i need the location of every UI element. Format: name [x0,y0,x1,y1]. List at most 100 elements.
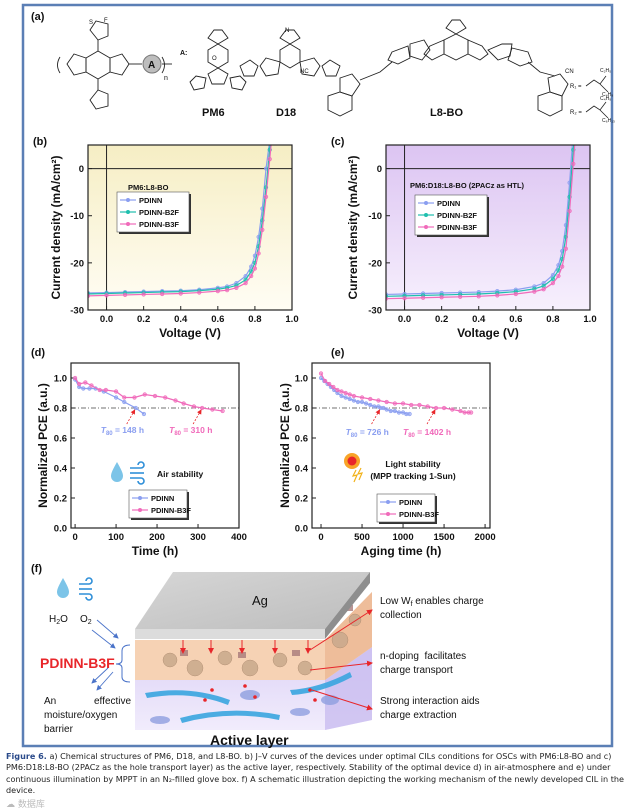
cn-group: CN [565,69,574,75]
legend-marker [138,496,142,500]
y-tick-label: 0 [79,164,84,175]
data-point [141,411,147,417]
layer-brace [115,644,131,683]
data-point [469,410,474,415]
legend-label: PDINN-B3F [151,506,191,515]
y-tick-label: -10 [368,211,382,222]
y-axis-label: Current density (mA/cm²) [49,155,63,299]
data-point [567,208,572,214]
t80-subscript: 80 [174,431,181,437]
data-point [97,387,102,393]
chart-b: 0.0 0.2 0.4 0.6 0.8 1.0 -30 -20 -10 0 Voltage (V) C… [49,144,299,340]
active-layer-label: Active layer [210,732,289,748]
data-point [420,295,426,300]
a-label: A: [180,50,187,57]
t80-label: T80 = 726 h [346,427,389,439]
x-tick-label: 0.0 [398,314,411,325]
callout-interaction: Strong interaction aids [380,696,480,707]
data-point [351,398,356,403]
t80-label: T80 = 148 h [101,425,144,437]
y-axis-label: Normalized PCE (a.u.) [278,383,292,508]
data-point [142,392,147,397]
r2-chain [585,101,609,119]
y-tick-label: 0.4 [295,464,309,475]
data-point [339,389,344,394]
data-point [72,375,78,381]
data-point [532,289,537,294]
data-point [133,405,138,411]
y-tick-label: 0 [377,164,382,175]
data-point [450,407,455,412]
data-point [381,405,386,411]
barrier-text-1: An [44,696,56,707]
y-tick-label: -20 [368,258,382,269]
t80-symbol: T [101,425,107,435]
data-point [402,296,407,301]
callout-low-wf-line2: collection [380,610,422,621]
y-tick-label: 0.6 [295,434,308,445]
d18-acceptor-structure [239,29,341,77]
pm6-polymer-structure [57,20,172,110]
active-layer-block [135,647,372,730]
y-tick-label: -30 [368,306,382,317]
ag-electrode-top [135,572,370,629]
air-stability-note: Air stability [157,469,204,479]
data-point [384,399,389,405]
x-tick-label: 0.2 [137,314,150,325]
chart-d: 0 100 200 300 400 0.0 0.2 0.4 0.6 0.8 1.0 Time (h) N… [36,362,247,558]
data-point [234,285,239,290]
watermark: ☁ 数据库 [6,800,45,810]
legend-label: PDINN-B3F [139,220,179,229]
data-point [173,398,178,403]
x-tick-label: 1000 [392,532,413,543]
x-tick-label: 500 [354,532,370,543]
x-tick-label: 1500 [433,532,454,543]
h2o-label: H2O [49,614,68,626]
pm6-acceptor-structure [189,29,247,91]
data-point [256,251,261,256]
legend-label: PDINN-B2F [437,211,477,220]
data-point [396,410,402,415]
data-point [87,386,92,391]
panel-label-e: (e) [331,347,345,359]
data-point [388,408,393,414]
plot-frame [385,144,591,311]
device-schematic [135,572,372,730]
t80-label: T80 = 1402 h [403,427,451,439]
atom-s: S [89,20,93,26]
data-point [417,402,422,408]
data-point [571,161,576,166]
data-point [152,393,158,399]
plot-frame [70,362,240,529]
panel-label-d: (d) [31,347,45,359]
water-drop-icon [111,462,123,482]
data-point [122,399,127,405]
data-point [560,264,565,269]
plot-frame [87,144,293,311]
data-point [407,411,412,417]
x-tick-label: 300 [190,532,206,543]
nc-group: NC [300,69,309,75]
series-pdinn-b3f [318,371,474,415]
t80-subscript: 80 [408,433,415,439]
series-line [88,145,270,294]
o2-label: O2 [80,614,92,626]
data-point [215,289,220,294]
chart-annotation: PM6:L8-BO [128,183,169,192]
y-tick-label: -10 [70,211,84,222]
data-point [200,405,205,411]
barrier-text-4: barrier [44,724,74,735]
t80-symbol: T [403,427,409,437]
x-tick-label: 0.2 [435,314,448,325]
panel-label-c: (c) [331,136,345,148]
data-point [458,294,463,299]
data-point [462,410,467,415]
data-point [343,390,348,396]
acceptor-a-symbol: A [148,60,155,71]
callout-arrows [309,609,373,711]
data-point [347,392,352,397]
x-axis-label: Voltage (V) [457,326,519,340]
data-point [400,401,406,406]
callout-low-wf: Low Wf enables charge [380,596,484,608]
legend-marker [424,213,428,217]
